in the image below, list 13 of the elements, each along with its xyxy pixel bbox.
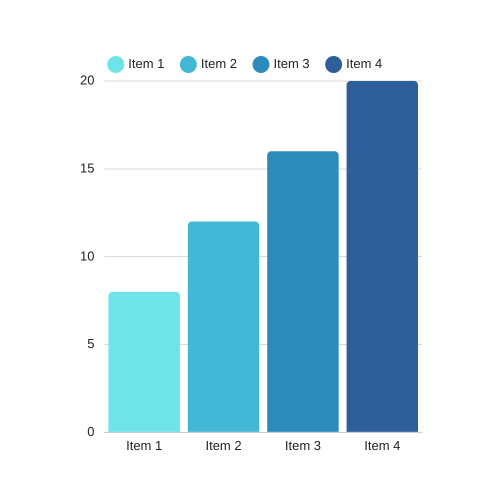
legend-label: Item 2: [200, 56, 237, 72]
legend-label: Item 4: [346, 56, 382, 72]
y-tick-label: 10: [80, 248, 94, 264]
y-tick-label: 20: [80, 72, 94, 88]
x-tick-label: Item 2: [205, 438, 242, 453]
x-tick-label: Item 4: [364, 438, 400, 453]
y-tick-label: 5: [87, 336, 94, 352]
y-tick-label: 15: [80, 160, 94, 176]
legend-label: Item 1: [128, 56, 164, 72]
y-tick-label: 0: [87, 424, 94, 439]
x-tick-label: Item 3: [284, 438, 321, 453]
legend-label: Item 3: [274, 56, 310, 72]
x-tick-label: Item 1: [126, 438, 162, 453]
